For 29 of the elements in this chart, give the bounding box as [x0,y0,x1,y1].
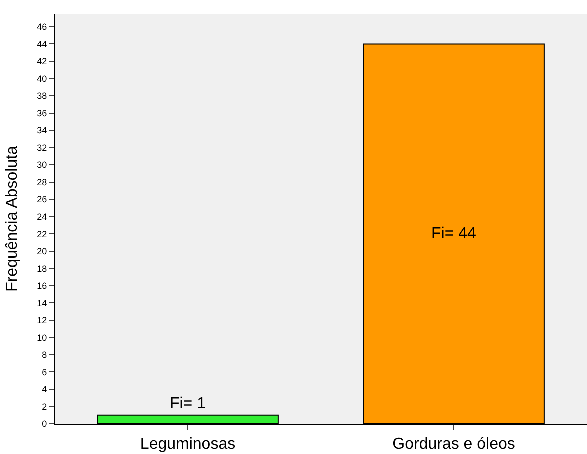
x-tick-label: Leguminosas [140,436,236,454]
x-tick-label: Gorduras e óleos [392,436,516,454]
y-tick-label: 38 [37,91,48,102]
y-tick-label: 8 [42,350,48,360]
y-tick-label: 40 [37,74,48,84]
data-label: Fi= 1 [170,395,206,412]
y-tick-label: 4 [42,384,48,395]
y-tick-label: 16 [37,281,48,292]
y-axis-title: Frequência Absoluta [4,146,22,292]
y-tick-label: 6 [42,367,48,378]
y-tick-label: 2 [42,402,48,412]
y-tick-label: 30 [37,160,48,170]
y-tick-label: 24 [37,212,48,222]
data-label: Fi= 44 [431,226,477,243]
y-tick-label: 20 [37,246,48,257]
y-tick-label: 32 [37,142,48,153]
y-tick-label: 26 [37,194,48,205]
y-tick-label: 36 [37,108,48,118]
y-tick-label: 12 [37,316,48,326]
y-tick-label: 28 [37,177,48,188]
y-tick-label: 34 [37,126,48,136]
y-tick-label: 10 [37,332,48,343]
y-tick-label: 42 [37,56,48,67]
y-tick-label: 46 [37,22,48,32]
y-tick-label: 18 [37,264,48,274]
y-tick-label: 22 [37,229,48,240]
y-tick-label: 14 [37,298,48,308]
y-tick-label: 0 [42,419,48,430]
y-tick-label: 44 [37,39,48,50]
